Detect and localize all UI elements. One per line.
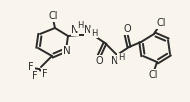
Text: O: O xyxy=(95,56,103,66)
Text: H: H xyxy=(118,54,124,63)
Text: Cl: Cl xyxy=(48,11,58,21)
Text: Cl: Cl xyxy=(156,18,166,28)
Text: H: H xyxy=(91,28,97,38)
Text: Cl: Cl xyxy=(148,70,158,80)
Text: N: N xyxy=(63,46,71,56)
Text: H: H xyxy=(77,22,83,30)
Text: F: F xyxy=(32,71,38,81)
Text: N: N xyxy=(71,25,79,35)
Text: F: F xyxy=(42,69,48,79)
Text: F: F xyxy=(28,62,34,72)
Text: O: O xyxy=(123,24,131,34)
Text: N: N xyxy=(84,25,92,35)
Text: N: N xyxy=(111,56,119,66)
